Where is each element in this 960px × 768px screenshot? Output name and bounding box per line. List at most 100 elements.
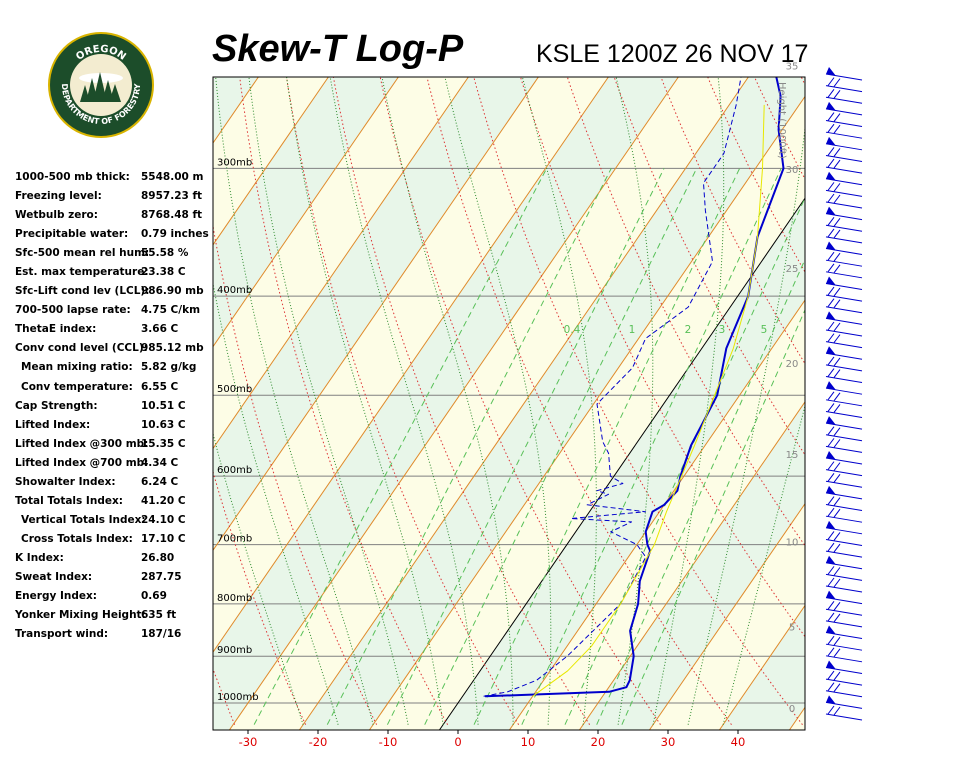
wind-barb-feather [833, 404, 841, 413]
index-label: Mean mixing ratio: [21, 361, 133, 374]
wind-barb-feather [827, 228, 835, 238]
wind-barb [825, 507, 863, 523]
isotherm-line [228, 77, 679, 730]
index-value: 4.75 C/km [141, 304, 201, 317]
isotherm-line [508, 299, 805, 730]
wind-barb-shaft [825, 678, 863, 686]
mixing-ratio-line [596, 258, 805, 725]
background-bands [0, 40, 960, 734]
index-label: Sfc-Lift cond lev (LCL): [15, 285, 150, 298]
wind-barb-pennant [826, 171, 836, 181]
pressure-label: 700mb [217, 534, 252, 545]
wind-barb-shaft [825, 259, 863, 267]
wind-barb [825, 566, 863, 581]
index-label: 1000-500 mb thick: [15, 171, 130, 183]
wind-barb-shaft [825, 189, 863, 197]
pressure-label: 900mb [217, 645, 252, 656]
isotherm-line [0, 40, 144, 734]
index-row: Showalter Index: 6.24 C [15, 473, 215, 492]
wind-barb [825, 485, 863, 500]
wind-barb-feather [827, 182, 835, 191]
temperature-band [0, 40, 144, 734]
wind-barb-pennant [826, 520, 836, 530]
wind-barb-feather [827, 542, 835, 552]
wind-barb-shaft [825, 643, 863, 651]
mixing-ratio-line [424, 168, 698, 725]
index-row: Energy Index: 0.69 [15, 587, 215, 606]
index-label: K Index: [15, 551, 64, 564]
wind-barb-feather [833, 706, 841, 716]
wind-barb-feather [833, 287, 841, 297]
index-row: K Index: 26.80 [15, 549, 215, 568]
wind-barb [825, 193, 863, 209]
wind-barb [825, 577, 863, 593]
mixing-ratio-line [564, 196, 805, 725]
index-label: Sweat Index: [15, 570, 93, 583]
wind-barb-feather [827, 566, 835, 575]
wind-barb-feather [827, 147, 835, 156]
isotherm-line [788, 706, 805, 730]
isotherm-line [298, 77, 749, 730]
x-tick-label: -10 [379, 735, 398, 749]
moist-adiabat [381, 77, 514, 725]
wind-barb-shaft [825, 236, 863, 244]
wind-barb-shaft [825, 96, 863, 104]
dry-adiabat [916, 0, 960, 725]
index-row: 1000-500 mb thick: 5548.00 m [15, 168, 215, 187]
wind-barb-feather [827, 705, 835, 715]
dry-adiabat [707, 77, 805, 273]
wind-barb-feather [827, 356, 835, 366]
wind-barb-shaft [825, 329, 863, 337]
index-label: Lifted Index @300 mb: [15, 437, 149, 450]
mixing-ratio-line [621, 308, 805, 725]
wind-barb-feather [827, 298, 835, 308]
dry-adiabat [53, 0, 164, 725]
index-row: Sweat Index: 287.75 [15, 568, 215, 587]
station-datetime: KSLE 1200Z 26 NOV 17 [536, 40, 809, 68]
wind-barb-feather [827, 77, 835, 86]
wind-barb [825, 660, 863, 674]
wind-barb-feather [833, 322, 841, 332]
wind-barb [825, 625, 863, 640]
temperature-band [926, 40, 960, 734]
index-row: Cross Totals Index: 17.10 C [15, 530, 215, 549]
dry-adiabat [660, 77, 805, 365]
temperature-band [0, 40, 214, 734]
index-row: Conv cond level (CCL): 985.12 mb [15, 339, 215, 358]
wind-barb-pennant [826, 416, 836, 426]
wind-barb [825, 206, 863, 221]
wind-barb [825, 147, 863, 162]
wind-barb-feather [827, 496, 835, 505]
height-axis-label: Height (1000ft) [776, 82, 787, 159]
wind-barb-feather [833, 671, 841, 681]
wind-barb [825, 311, 863, 325]
moist-adiabat [722, 403, 805, 725]
wind-barb-shaft [825, 271, 863, 279]
index-row: Sfc-500 mean rel hum: 55.58 % [15, 244, 215, 263]
mixing-ratio-line [521, 168, 782, 725]
moist-adiabat [215, 77, 374, 725]
x-tick-label: 30 [661, 735, 676, 749]
dry-adiabat [426, 77, 732, 725]
pressure-label: 600mb [217, 465, 252, 476]
wind-barb-feather [833, 636, 841, 646]
wind-barb-feather [827, 123, 835, 133]
index-value: 635 ft [141, 609, 177, 622]
index-label: Est. max temperature: [15, 266, 149, 279]
wind-barb-pennant [826, 241, 836, 251]
wind-barb [825, 670, 863, 686]
height-tick: 30 [786, 165, 799, 176]
index-row: Transport wind: 187/16 [15, 625, 215, 644]
wind-barb-shaft [825, 224, 863, 232]
wind-barb-shaft [825, 655, 863, 663]
isotherm-line [213, 77, 539, 552]
wind-barb-feather [833, 264, 841, 274]
mixing-ratio-line [386, 168, 665, 725]
index-value: 5548.00 m [141, 171, 204, 183]
index-label: Freezing level: [15, 190, 102, 203]
index-row: Yonker Mixing Height: 635 ft [15, 606, 215, 625]
wind-barb-pennant [826, 101, 836, 111]
wind-barb [825, 426, 863, 442]
wind-barb-feather [827, 403, 835, 412]
wind-barb-pennant [826, 311, 836, 321]
